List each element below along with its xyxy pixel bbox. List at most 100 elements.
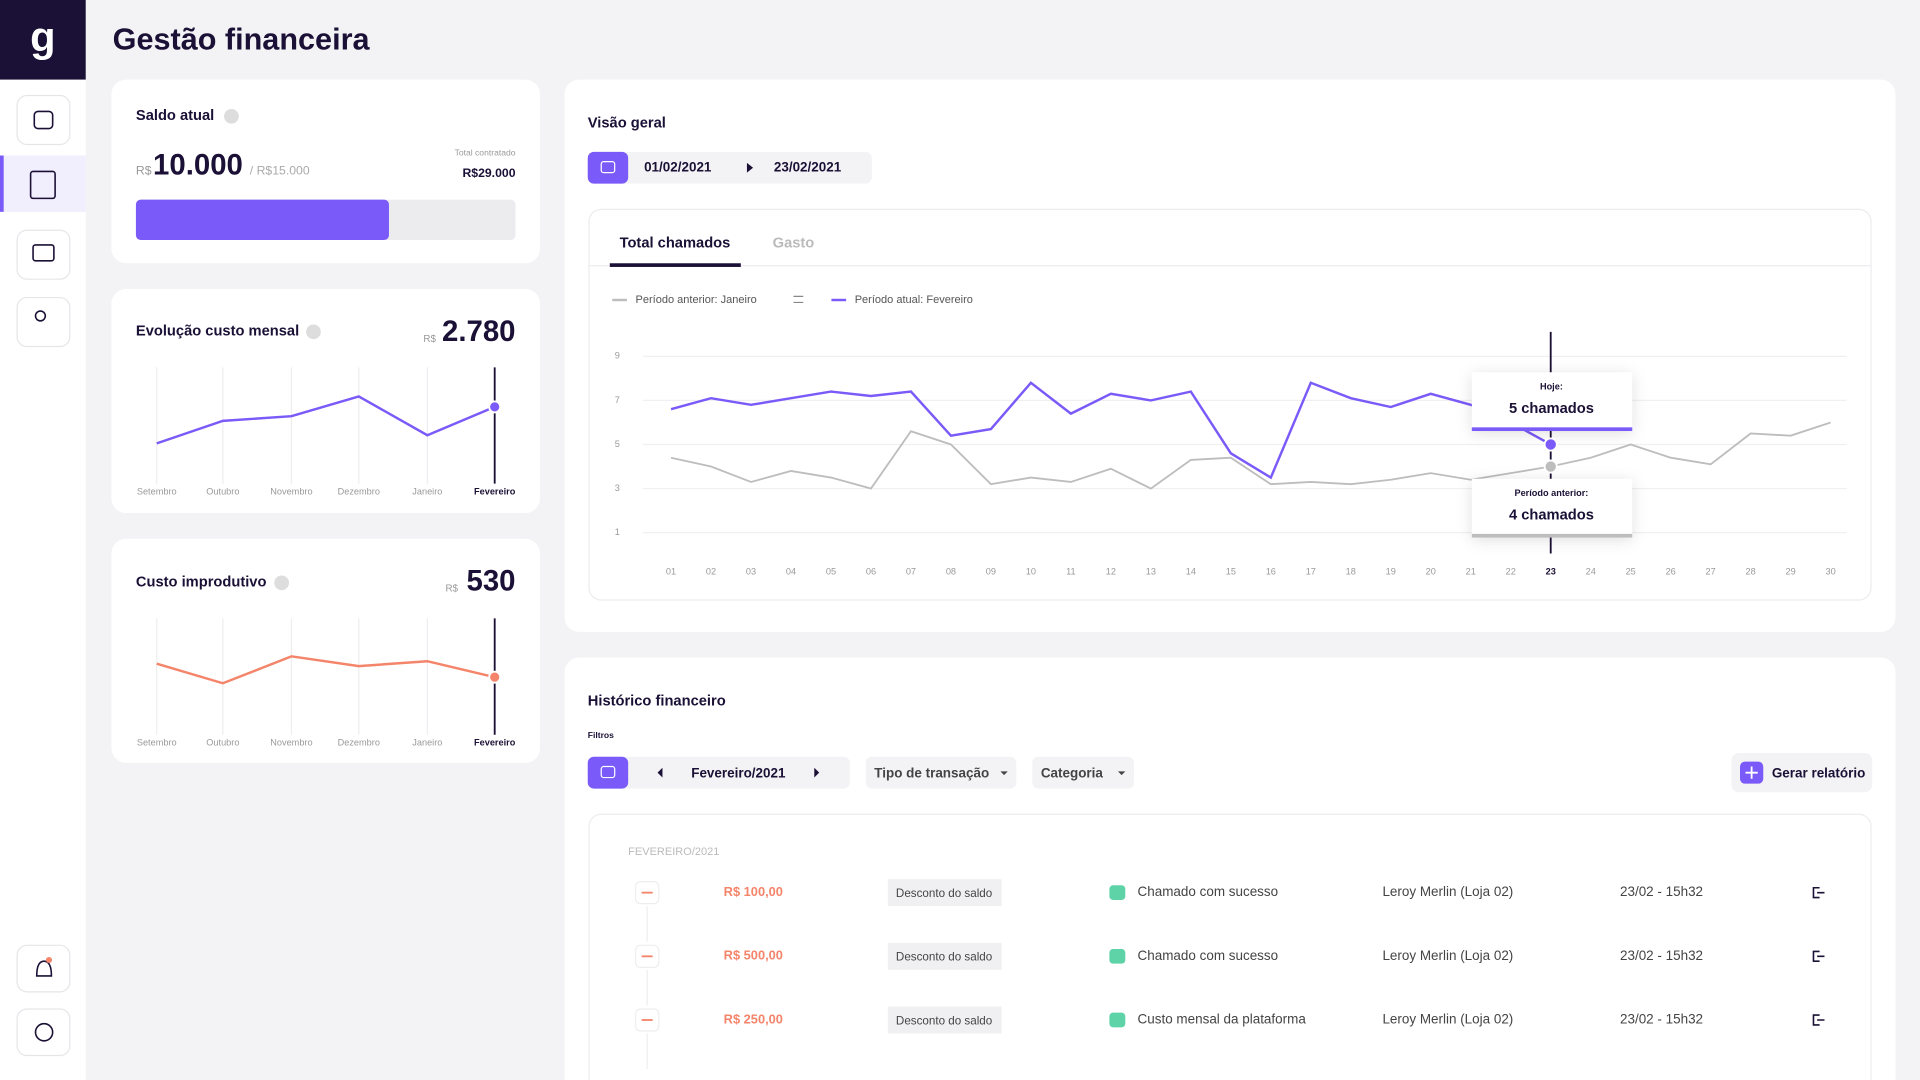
icon — [600, 765, 616, 779]
amount: R$ 100,00 — [724, 884, 783, 899]
x-tick-label: 20 — [1426, 566, 1436, 576]
active-nav — [0, 155, 86, 212]
x-tick-label: Novembro — [270, 487, 312, 497]
line — [156, 395, 496, 445]
tag-label: Desconto do saldo — [896, 951, 992, 964]
arrow — [746, 162, 754, 173]
x-tick-label: 27 — [1706, 566, 1716, 576]
status-icon — [1109, 948, 1126, 964]
tag — [887, 879, 1002, 907]
x-tick-label: 29 — [1786, 566, 1796, 576]
card — [111, 538, 540, 763]
x-tick-label: 12 — [1106, 566, 1116, 576]
contracted-label: Total contratado — [455, 147, 516, 157]
point — [488, 670, 502, 684]
dropdown[interactable] — [1032, 756, 1134, 789]
highlight-point — [1543, 437, 1558, 452]
plus-icon — [1745, 766, 1758, 779]
nav-button[interactable] — [16, 94, 71, 146]
swap-icon — [793, 295, 804, 304]
month-picker[interactable] — [587, 756, 850, 789]
logo-mark: g — [30, 13, 55, 60]
currency: R$ — [423, 334, 436, 345]
tooltip-label: Período anterior: — [1514, 488, 1588, 498]
limit: / R$15.000 — [250, 164, 310, 178]
tag-label: Desconto do saldo — [896, 887, 992, 900]
x-tick-label: 10 — [1026, 566, 1036, 576]
y-tick-label: 1 — [615, 527, 620, 537]
legend-label: Período atual: Fevereiro — [855, 294, 973, 306]
nav-button[interactable] — [16, 1008, 71, 1057]
x-tick-label: Janeiro — [412, 487, 442, 497]
active-indicator — [0, 155, 4, 212]
x-tick-label: Setembro — [137, 487, 177, 497]
tab[interactable]: Total chamados — [620, 236, 731, 252]
balance: 10.000 — [153, 148, 243, 181]
x-tick-label: 18 — [1346, 566, 1356, 576]
icon — [34, 310, 47, 322]
calendar-button[interactable] — [587, 151, 629, 184]
x-tick-label: 07 — [906, 566, 916, 576]
store: Leroy Merlin (Loja 02) — [1382, 1012, 1513, 1027]
currency: R$ — [136, 164, 152, 178]
tab[interactable]: Gasto — [773, 236, 815, 252]
tab-indicator — [609, 263, 741, 267]
calendar-button[interactable] — [587, 756, 629, 789]
dropdown-label: Categoria — [1041, 765, 1104, 780]
exit-icon — [1812, 886, 1825, 899]
x-tick-label: 19 — [1386, 566, 1396, 576]
exit-icon — [1812, 1014, 1825, 1026]
report-button[interactable] — [1731, 753, 1873, 793]
x-tick-label: 22 — [1506, 566, 1516, 576]
tooltip — [1471, 372, 1633, 432]
x-tick-label: Outubro — [206, 487, 239, 497]
card — [111, 288, 540, 514]
x-tick-label: 21 — [1466, 566, 1476, 576]
dropdown[interactable] — [865, 756, 1017, 789]
x-tick-label: 11 — [1066, 566, 1076, 576]
highlight-point — [1543, 459, 1558, 474]
icons — [29, 110, 56, 1042]
button-label: Gerar relatório — [1772, 765, 1865, 780]
notification-dot — [45, 956, 53, 964]
x-tick-label: Setembro — [137, 738, 177, 748]
nav-button[interactable] — [16, 944, 71, 993]
y-tick-label: 3 — [615, 483, 620, 493]
amount: R$ 250,00 — [724, 1011, 783, 1026]
store: Leroy Merlin (Loja 02) — [1382, 948, 1513, 963]
nav-button[interactable] — [16, 296, 71, 348]
legend-label: Período anterior: Janeiro — [636, 294, 757, 306]
tag-label: Desconto do saldo — [896, 1014, 992, 1027]
x-tick-label: 26 — [1666, 566, 1676, 576]
caret — [1000, 771, 1008, 776]
tooltip-value: 5 chamados — [1509, 401, 1594, 417]
date-picker[interactable] — [587, 151, 872, 184]
x-tick-label: 17 — [1306, 566, 1316, 576]
card-title: Saldo atual — [136, 108, 214, 124]
info-icon — [224, 108, 239, 124]
filters-label: Filtros — [588, 730, 614, 740]
tooltip-label: Hoje: — [1540, 381, 1563, 391]
x-tick-label: 04 — [786, 566, 796, 576]
x-tick-label: 09 — [986, 566, 996, 576]
x-tick-label: 13 — [1146, 566, 1156, 576]
status-icon — [1109, 1012, 1126, 1028]
x-tick-label: 14 — [1186, 566, 1196, 576]
currency: R$ — [445, 584, 458, 595]
x-tick-label: 16 — [1266, 566, 1276, 576]
nav-icons[interactable] — [16, 94, 71, 1057]
x-tick-label: Novembro — [270, 738, 312, 748]
series-line — [670, 421, 1831, 490]
description: Chamado com sucesso — [1138, 884, 1279, 899]
x-tick-label: 02 — [706, 566, 716, 576]
icon — [600, 161, 616, 174]
icon — [33, 110, 54, 130]
contracted: R$29.000 — [462, 166, 515, 180]
x-tick-label: 24 — [1586, 566, 1596, 576]
dropdown-label: Tipo de transação — [874, 765, 989, 780]
x-tick-label: 15 — [1226, 566, 1236, 576]
page-title: Gestão financeira — [113, 23, 371, 57]
nav-button[interactable] — [16, 229, 71, 280]
